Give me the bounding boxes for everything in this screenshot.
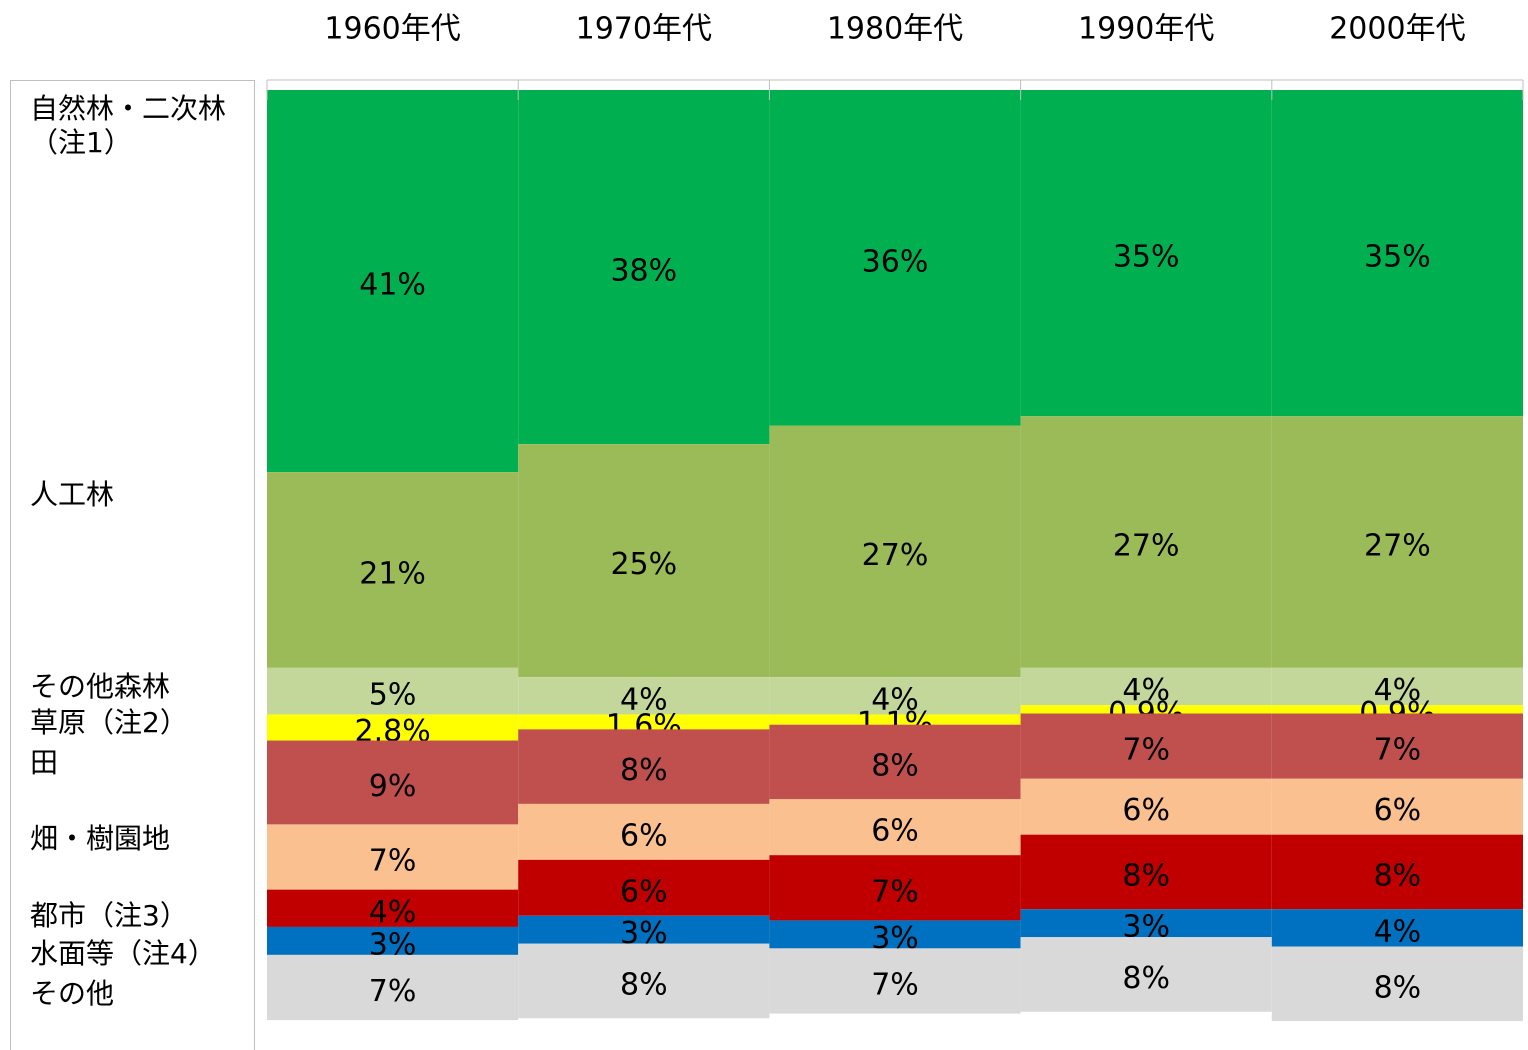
data-label: 8% xyxy=(620,967,668,1002)
bar-segment xyxy=(267,824,519,890)
data-label: 27% xyxy=(862,538,929,573)
bar-segment xyxy=(1020,667,1272,706)
data-label: 6% xyxy=(620,874,668,909)
bar-segment xyxy=(769,677,1021,715)
legend-label: その他森林 xyxy=(30,670,171,703)
bar-segment xyxy=(518,90,770,445)
data-label: 8% xyxy=(1374,858,1422,893)
legend-label: 草原（注2） xyxy=(30,706,188,739)
bar-segment xyxy=(267,889,519,927)
bar-segment xyxy=(769,90,1021,426)
data-label: 38% xyxy=(610,254,677,289)
bar-segment xyxy=(518,859,770,916)
data-label: 4% xyxy=(620,682,668,717)
bar-segment xyxy=(769,425,1021,678)
data-label: 4% xyxy=(871,682,919,717)
bar-segment xyxy=(1020,834,1272,910)
data-label: 6% xyxy=(1122,793,1170,828)
bar-segment xyxy=(1271,946,1523,1022)
data-label: 4% xyxy=(369,895,417,930)
bar-segment xyxy=(769,799,1021,856)
data-label: 4% xyxy=(1122,673,1170,708)
legend-label: 都市（注3） xyxy=(30,899,188,932)
data-label: 4% xyxy=(1374,914,1422,949)
bar-segment xyxy=(1020,713,1272,779)
bar-segment xyxy=(1271,834,1523,910)
bar-segment xyxy=(1271,90,1523,417)
data-label: 7% xyxy=(369,974,417,1009)
bar-segment xyxy=(1020,705,1272,714)
data-label: 7% xyxy=(871,874,919,909)
x-tick-label: 2000年代 xyxy=(1329,12,1465,47)
bar-segment xyxy=(1271,705,1523,714)
bar-segment xyxy=(518,444,770,678)
bar-segment xyxy=(267,740,519,825)
bar-segment xyxy=(518,943,770,1019)
bar-segment xyxy=(769,714,1021,725)
bar-segment xyxy=(267,90,519,473)
data-label: 4% xyxy=(1374,673,1422,708)
bar-segment xyxy=(769,920,1021,949)
data-label: 21% xyxy=(359,556,426,591)
bar-segment xyxy=(518,915,770,944)
bar-segment xyxy=(1020,90,1272,417)
bar-segment xyxy=(1020,778,1272,835)
legend-label: 人工林 xyxy=(30,478,115,511)
data-label: 8% xyxy=(620,753,668,788)
data-label: 25% xyxy=(610,547,677,582)
bar-segment xyxy=(267,667,519,715)
data-label: 7% xyxy=(369,844,417,879)
bar-segment xyxy=(267,714,519,741)
legend-label: 田 xyxy=(30,746,59,779)
data-label: 27% xyxy=(1113,529,1180,564)
bar-segment xyxy=(518,677,770,715)
data-label: 7% xyxy=(871,967,919,1002)
bar-segment xyxy=(769,948,1021,1014)
legend-panel xyxy=(10,80,255,1050)
data-label: 8% xyxy=(1374,970,1422,1005)
x-tick-label: 1980年代 xyxy=(827,12,963,47)
data-label: 35% xyxy=(1113,240,1180,275)
legend-label: 自然林・二次林 （注1） xyxy=(30,92,227,159)
bar-segment xyxy=(769,855,1021,921)
data-label: 5% xyxy=(369,678,417,713)
legend-label: 畑・樹園地 xyxy=(30,822,171,855)
bar-segment xyxy=(1020,909,1272,938)
data-label: 8% xyxy=(871,748,919,783)
bar-segment xyxy=(1271,713,1523,779)
bar-segment xyxy=(1020,416,1272,668)
bar-segment xyxy=(1271,909,1523,947)
bar-segment xyxy=(267,472,519,668)
legend-label: 水面等（注4） xyxy=(30,937,216,970)
data-label: 7% xyxy=(1374,733,1422,768)
bar-segment xyxy=(267,954,519,1021)
data-label: 35% xyxy=(1364,240,1431,275)
bar-segment xyxy=(1271,667,1523,706)
data-label: 8% xyxy=(1122,858,1170,893)
data-label: 8% xyxy=(1122,961,1170,996)
bar-segment xyxy=(1271,778,1523,835)
data-label: 9% xyxy=(369,769,417,804)
data-label: 41% xyxy=(359,268,426,303)
bar-segment xyxy=(518,729,770,804)
x-tick-label: 1960年代 xyxy=(324,12,460,47)
bar-segment xyxy=(518,803,770,860)
data-label: 36% xyxy=(862,244,929,279)
x-tick-label: 1990年代 xyxy=(1078,12,1214,47)
data-label: 7% xyxy=(1122,733,1170,768)
data-label: 27% xyxy=(1364,529,1431,564)
bar-segment xyxy=(518,714,770,730)
bar-segment xyxy=(267,926,519,955)
data-label: 6% xyxy=(871,814,919,849)
data-label: 6% xyxy=(620,818,668,853)
bar-segment xyxy=(1020,937,1272,1012)
legend-label: その他 xyxy=(30,977,115,1010)
bar-segment xyxy=(1271,416,1523,668)
data-label: 6% xyxy=(1374,793,1422,828)
x-tick-label: 1970年代 xyxy=(576,12,712,47)
bar-segment xyxy=(769,724,1021,800)
